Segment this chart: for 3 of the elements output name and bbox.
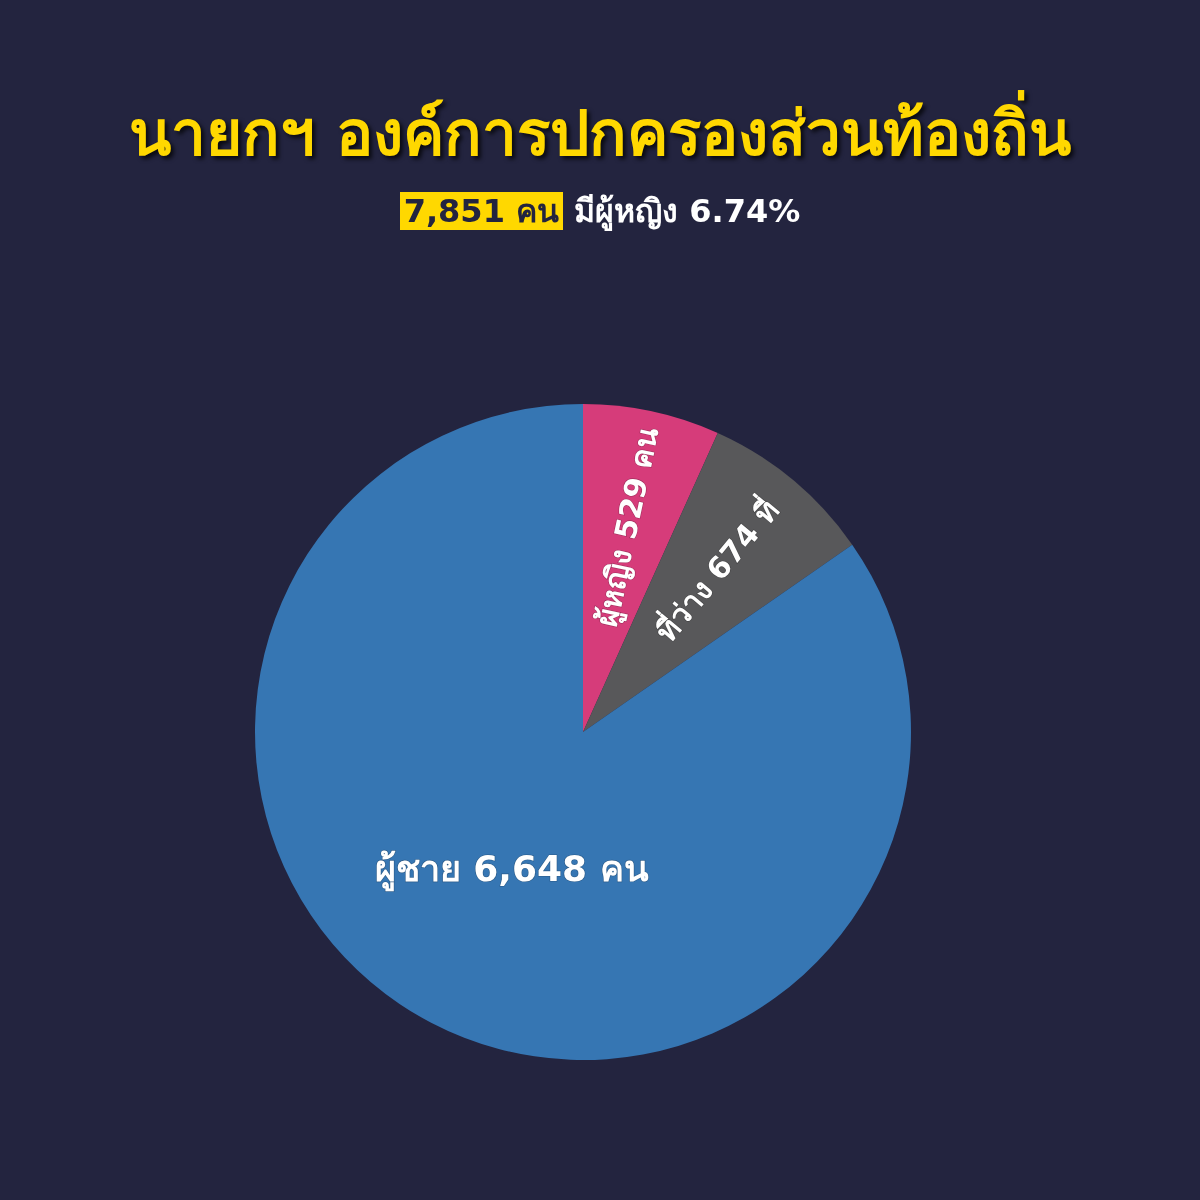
chart-subtitle: 7,851 คน มีผู้หญิง 6.74% bbox=[402, 192, 801, 230]
chart-title: นายกฯ องค์การปกครองส่วนท้องถิ่น bbox=[127, 92, 1073, 172]
slice-label: ผู้ชาย 6,648 คน bbox=[374, 848, 649, 893]
